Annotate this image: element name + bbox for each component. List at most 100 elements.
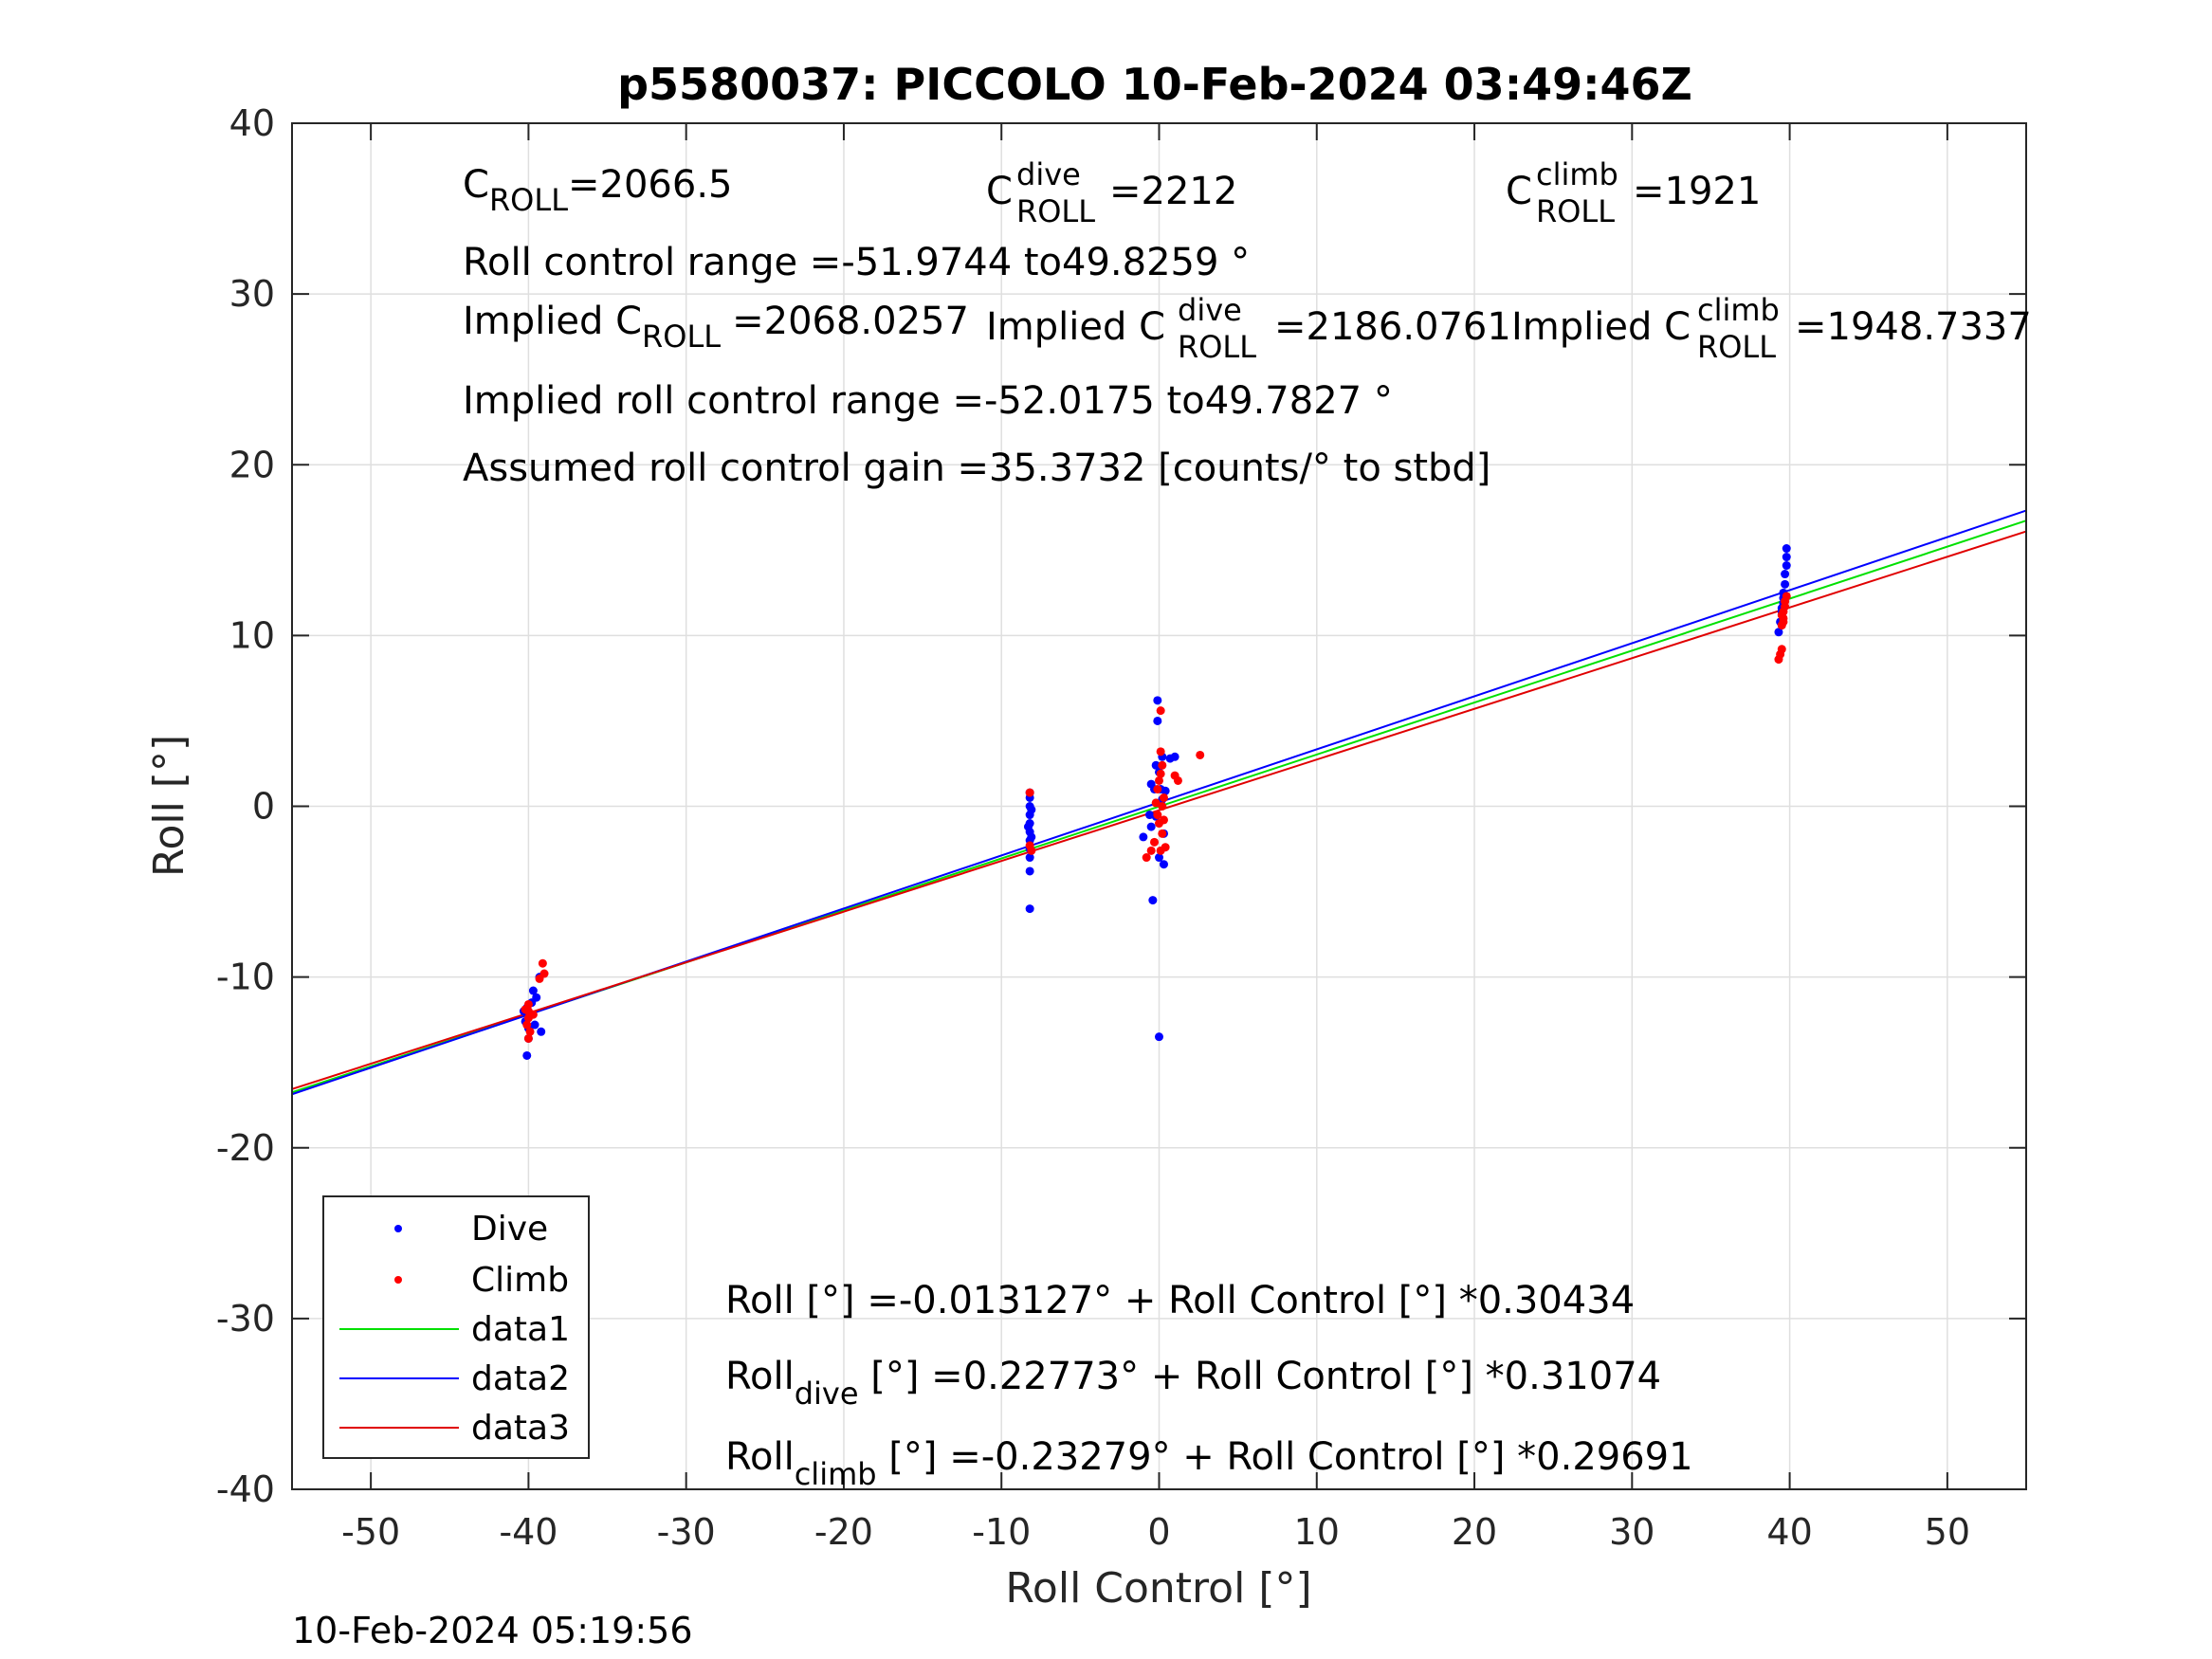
annot-implied-c-roll-climb-sub: ROLL: [1697, 329, 1776, 365]
dive-point: [1139, 832, 1148, 842]
annot-fit-dive: Rolldive [°] =0.22773° + Roll Control [°…: [725, 1355, 1661, 1412]
climb-point: [1025, 788, 1034, 797]
dive-point: [1153, 696, 1162, 705]
x-tick-label: -40: [499, 1511, 558, 1553]
x-tick-label: 40: [1766, 1511, 1812, 1553]
dive-point: [1159, 860, 1168, 869]
annot-implied-c-roll-climb-value: =1948.7337: [1795, 305, 2032, 349]
climb-point: [1159, 793, 1168, 802]
dive-point: [1025, 853, 1034, 863]
annot-roll-control-range: Roll control range =-51.9744 to49.8259 °: [463, 241, 1250, 284]
annot-implied-c-roll-dive-sup: dive: [1178, 292, 1242, 328]
legend-climb-label: Climb: [471, 1261, 569, 1300]
dive-point: [1151, 760, 1161, 770]
annot-implied-c-roll-dive: Implied C: [986, 305, 1165, 349]
climb-point: [1156, 706, 1165, 716]
x-tick-label: -20: [814, 1511, 873, 1553]
climb-point: [1161, 843, 1170, 852]
annotations-top: CROLL=2066.5 C dive ROLL =2212 C climb R…: [463, 156, 2032, 490]
climb-point: [1142, 853, 1151, 863]
climb-point: [1173, 775, 1182, 785]
dive-point: [528, 986, 538, 995]
annot-fit-all: Roll [°] =-0.013127° + Roll Control [°] …: [725, 1279, 1635, 1322]
climb-point: [523, 1033, 533, 1043]
dive-point: [1025, 866, 1034, 876]
climb-point: [535, 974, 544, 983]
dive-point: [1781, 579, 1790, 589]
annot-c-roll-climb-value: =1921: [1633, 170, 1761, 213]
climb-point: [1782, 592, 1791, 601]
chart-title: p5580037: PICCOLO 10-Feb-2024 03:49:46Z: [617, 59, 1692, 110]
legend: Dive Climb data1 data2 data3: [322, 1195, 590, 1459]
annot-implied-c-roll: Implied CROLL =2068.0257: [463, 300, 969, 355]
climb-point: [1196, 750, 1205, 759]
y-axis-label: Roll [°]: [145, 735, 193, 877]
annot-c-roll-climb-sub: ROLL: [1536, 193, 1615, 229]
dive-point: [1027, 805, 1036, 814]
annot-c-roll-dive-value: =2212: [1109, 170, 1237, 213]
legend-dive-marker: [394, 1225, 402, 1232]
y-tick-label: 0: [252, 786, 275, 828]
legend-data3-label: data3: [471, 1409, 570, 1448]
dive-point: [1782, 553, 1791, 562]
annot-c-roll-dive-sub: ROLL: [1016, 193, 1095, 229]
climb-point: [1150, 837, 1160, 847]
climb-point: [1158, 802, 1167, 811]
dive-point: [1782, 561, 1791, 571]
climb-point: [1151, 798, 1161, 808]
annot-implied-c-roll-dive-sub: ROLL: [1178, 329, 1256, 365]
dive-point: [1781, 570, 1790, 579]
dive-point: [1146, 822, 1156, 831]
annot-c-roll-dive: C: [986, 170, 1013, 213]
x-tick-label: 30: [1609, 1511, 1654, 1553]
tick-labels: -50 -40 -30 -20 -10 0 10 20 30 40 50 -40 -30 -20 -10 0 1…: [216, 102, 1970, 1553]
climb-point: [1146, 846, 1156, 855]
annot-implied-c-roll-climb: Implied C: [1511, 305, 1691, 349]
legend-box: [322, 1195, 590, 1459]
legend-data1-label: data1: [471, 1310, 570, 1349]
annot-implied-roll-control-range: Implied roll control range =-52.0175 to4…: [463, 379, 1393, 423]
dive-point: [1027, 832, 1036, 842]
dive-point: [1170, 752, 1179, 761]
climb-point: [1027, 846, 1036, 855]
annot-c-roll-climb: C: [1506, 170, 1532, 213]
climb-point: [1159, 815, 1168, 825]
dive-point: [1148, 896, 1158, 905]
y-tick-label: 20: [229, 444, 275, 485]
climb-point: [522, 1020, 532, 1030]
x-tick-label: -30: [657, 1511, 716, 1553]
y-tick-label: -10: [216, 957, 275, 998]
climb-point: [1158, 760, 1167, 770]
legend-data2-label: data2: [471, 1359, 570, 1398]
x-tick-label: 20: [1452, 1511, 1497, 1553]
y-tick-label: -30: [216, 1298, 275, 1340]
annot-fit-climb: Rollclimb [°] =-0.23279° + Roll Control …: [725, 1435, 1693, 1492]
dive-point: [522, 1050, 532, 1060]
dive-point: [1025, 904, 1034, 914]
climb-point: [1158, 829, 1167, 838]
dive-point: [1782, 544, 1791, 554]
y-tick-label: 30: [229, 273, 275, 315]
legend-climb-marker: [394, 1276, 402, 1284]
dive-point: [1161, 786, 1170, 795]
footer-timestamp: 10-Feb-2024 05:19:56: [292, 1610, 693, 1651]
annotations-fits: Roll [°] =-0.013127° + Roll Control [°] …: [725, 1279, 1693, 1492]
x-tick-label: -10: [972, 1511, 1031, 1553]
x-tick-label: 0: [1147, 1511, 1170, 1553]
annot-implied-c-roll-dive-value: =2186.0761: [1274, 305, 1511, 349]
climb-point: [1777, 611, 1786, 620]
annot-implied-c-roll-climb-sup: climb: [1697, 292, 1780, 328]
climb-point: [528, 1010, 538, 1019]
data-points: [519, 544, 1791, 1060]
x-tick-label: -50: [341, 1511, 400, 1553]
climb-point: [1153, 811, 1162, 820]
dive-point: [1155, 853, 1163, 863]
x-tick-label: 10: [1294, 1511, 1340, 1553]
dive-point: [1774, 628, 1783, 637]
annot-c-roll-climb-sup: climb: [1536, 156, 1618, 192]
climb-point: [1153, 784, 1162, 793]
climb-point: [521, 1005, 530, 1014]
climb-point: [525, 1027, 535, 1036]
axis-ticks: [292, 122, 2026, 1490]
annot-c-roll-dive-sup: dive: [1016, 156, 1081, 192]
